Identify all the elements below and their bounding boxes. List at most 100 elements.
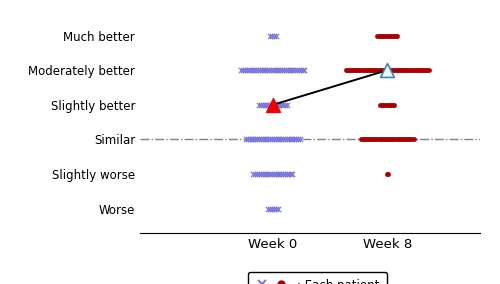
Point <box>238 68 246 72</box>
Point <box>266 172 274 176</box>
Point <box>257 137 265 142</box>
Point <box>396 137 404 142</box>
Legend: : Each patient, : Median: : Each patient, : Median <box>248 272 387 284</box>
Point <box>296 137 304 142</box>
Point <box>378 33 386 38</box>
Point <box>377 68 385 72</box>
Point <box>381 33 389 38</box>
Point <box>262 68 270 72</box>
Point <box>342 68 349 72</box>
Point <box>405 137 413 142</box>
Point <box>255 103 263 107</box>
Point <box>344 68 352 72</box>
Point <box>388 137 396 142</box>
Point <box>283 137 291 142</box>
Point <box>293 68 301 72</box>
Point <box>279 103 287 107</box>
Point <box>385 137 393 142</box>
Point <box>262 137 270 142</box>
Point <box>384 68 392 72</box>
Point <box>376 68 384 72</box>
Point <box>357 137 365 142</box>
Point <box>286 137 294 142</box>
Point <box>404 137 411 142</box>
Point <box>246 137 254 142</box>
Point <box>248 137 256 142</box>
Point <box>368 68 376 72</box>
Point <box>416 68 424 72</box>
Point <box>272 68 280 72</box>
Point <box>256 68 264 72</box>
Point <box>255 137 263 142</box>
Point <box>370 137 378 142</box>
Point <box>364 68 372 72</box>
Point <box>278 137 285 142</box>
Point <box>391 68 399 72</box>
Point <box>396 68 404 72</box>
Point <box>288 68 296 72</box>
Point <box>397 68 405 72</box>
Point <box>266 103 274 107</box>
Point <box>418 68 426 72</box>
Point <box>350 68 358 72</box>
Point <box>281 172 289 176</box>
Point <box>348 68 356 72</box>
Point <box>288 172 296 176</box>
Point <box>254 68 262 72</box>
Point <box>291 68 299 72</box>
Point <box>257 172 265 176</box>
Point <box>368 137 376 142</box>
Point <box>380 103 388 107</box>
Point <box>242 137 250 142</box>
Point <box>268 33 276 38</box>
Point <box>352 68 360 72</box>
Point <box>402 68 410 72</box>
Point <box>298 68 306 72</box>
Point <box>378 103 386 107</box>
Point <box>274 206 281 211</box>
Point <box>290 137 298 142</box>
Point <box>398 137 406 142</box>
Point <box>384 33 392 38</box>
Point <box>246 68 254 72</box>
Point <box>276 137 283 142</box>
Point <box>386 33 394 38</box>
Point <box>280 68 288 72</box>
Point <box>382 172 390 176</box>
Point <box>262 103 270 107</box>
Point <box>402 137 410 142</box>
Point <box>377 137 385 142</box>
Point <box>284 68 292 72</box>
Point <box>274 68 282 72</box>
Point <box>286 68 294 72</box>
Point <box>354 68 362 72</box>
Point <box>271 68 279 72</box>
Point <box>252 68 260 72</box>
Point <box>288 137 296 142</box>
Point <box>381 103 389 107</box>
Point <box>274 103 281 107</box>
Point <box>362 137 370 142</box>
Point <box>241 68 249 72</box>
Point <box>269 68 277 72</box>
Point <box>386 68 394 72</box>
Point <box>370 68 378 72</box>
Point <box>268 172 276 176</box>
Point <box>279 172 287 176</box>
Point <box>281 103 289 107</box>
Point <box>392 137 400 142</box>
Point <box>250 172 258 176</box>
Point <box>425 68 433 72</box>
Point <box>400 137 408 142</box>
Point <box>388 103 396 107</box>
Point <box>281 137 289 142</box>
Point <box>380 33 388 38</box>
Point <box>376 103 384 107</box>
Point <box>258 68 266 72</box>
Point <box>363 137 371 142</box>
Point <box>270 103 278 107</box>
Point <box>290 68 298 72</box>
Point <box>390 33 398 38</box>
Point <box>260 103 268 107</box>
Point <box>296 68 304 72</box>
